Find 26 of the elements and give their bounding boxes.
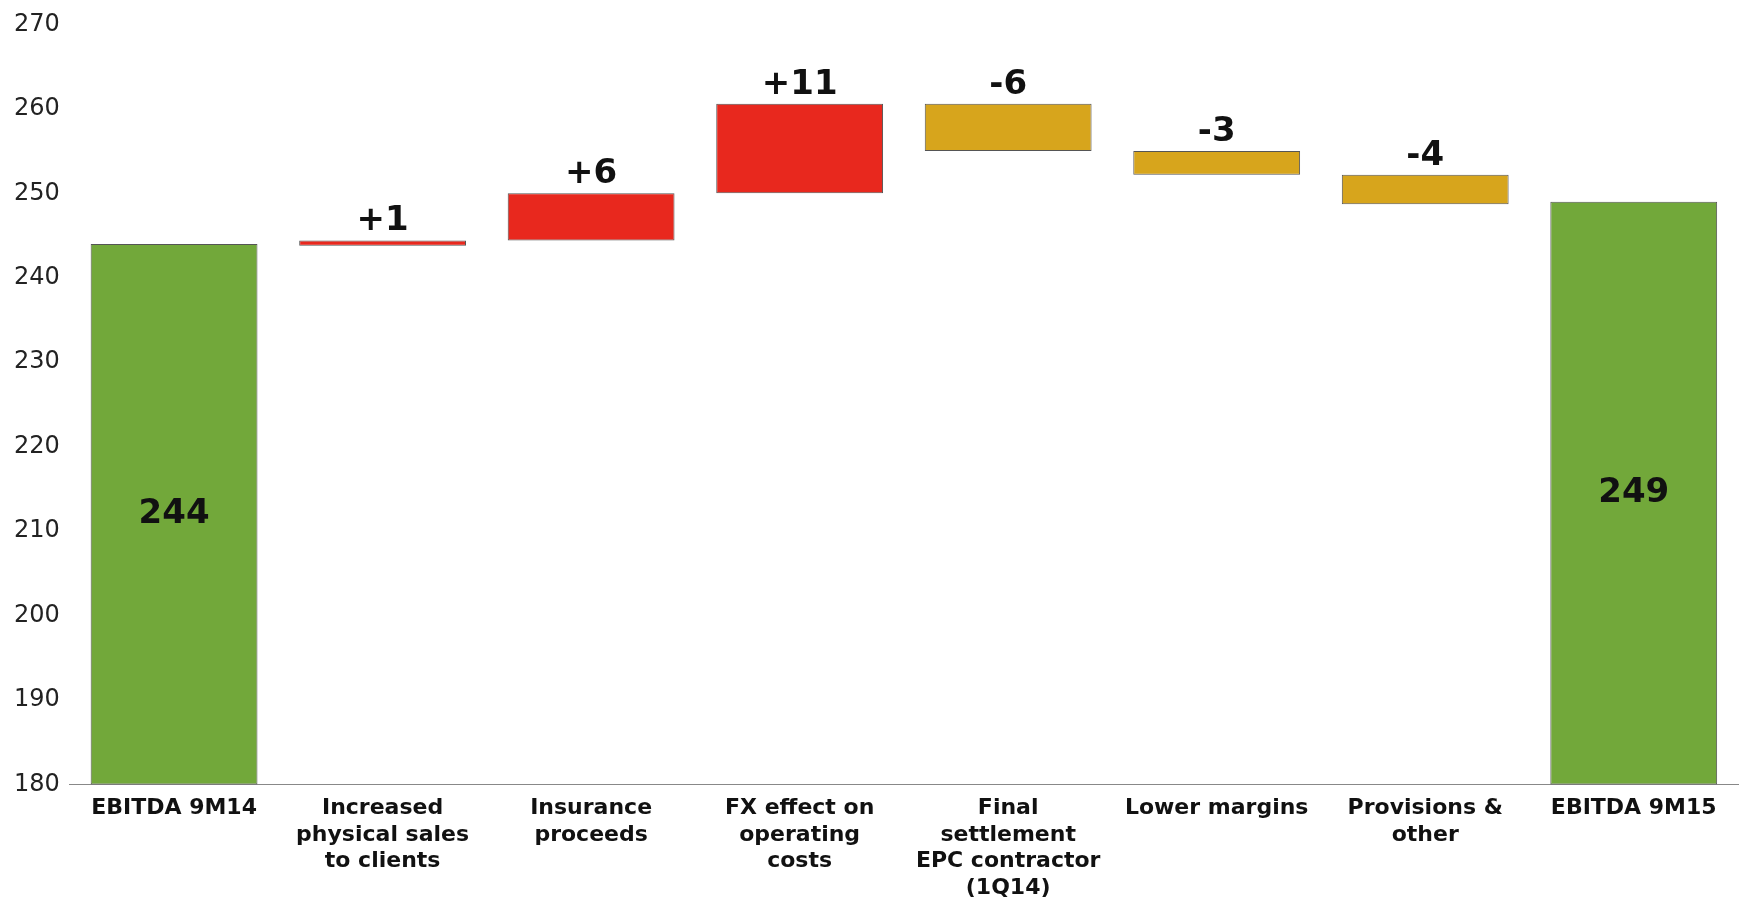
x-tick-label: Final settlement EPC contractor (1Q14)	[915, 794, 1101, 899]
x-tick-label: Lower margins	[1124, 794, 1309, 820]
y-tick-label: 220	[14, 430, 60, 459]
x-tick-label: EBITDA 9M14	[91, 794, 257, 820]
data-label: -4	[1406, 132, 1445, 173]
y-tick-label: 250	[14, 177, 60, 206]
data-label: 249	[1598, 469, 1670, 510]
y-tick-label: 190	[14, 684, 60, 713]
y-tick-label: 230	[14, 346, 60, 375]
x-tick-label: Increased physical sales to clients	[296, 794, 470, 873]
y-tick-label: 180	[14, 768, 60, 797]
data-label: +11	[761, 61, 838, 102]
data-label: +6	[565, 151, 618, 192]
x-tick-label: Insurance proceeds	[530, 794, 653, 846]
y-tick-label: 200	[14, 599, 60, 628]
y-tick-label: 270	[14, 8, 60, 37]
y-tick-label: 210	[14, 515, 60, 544]
data-label: +1	[356, 198, 409, 239]
x-tick-label: Provisions & other	[1347, 794, 1503, 846]
data-label: 244	[138, 491, 210, 532]
data-label: -3	[1197, 108, 1236, 149]
data-label: -6	[989, 61, 1028, 102]
x-tick-label: FX effect on operating costs	[724, 794, 875, 873]
y-tick-label: 240	[14, 261, 60, 290]
y-tick-label: 260	[14, 93, 60, 122]
x-tick-label: EBITDA 9M15	[1550, 794, 1717, 820]
